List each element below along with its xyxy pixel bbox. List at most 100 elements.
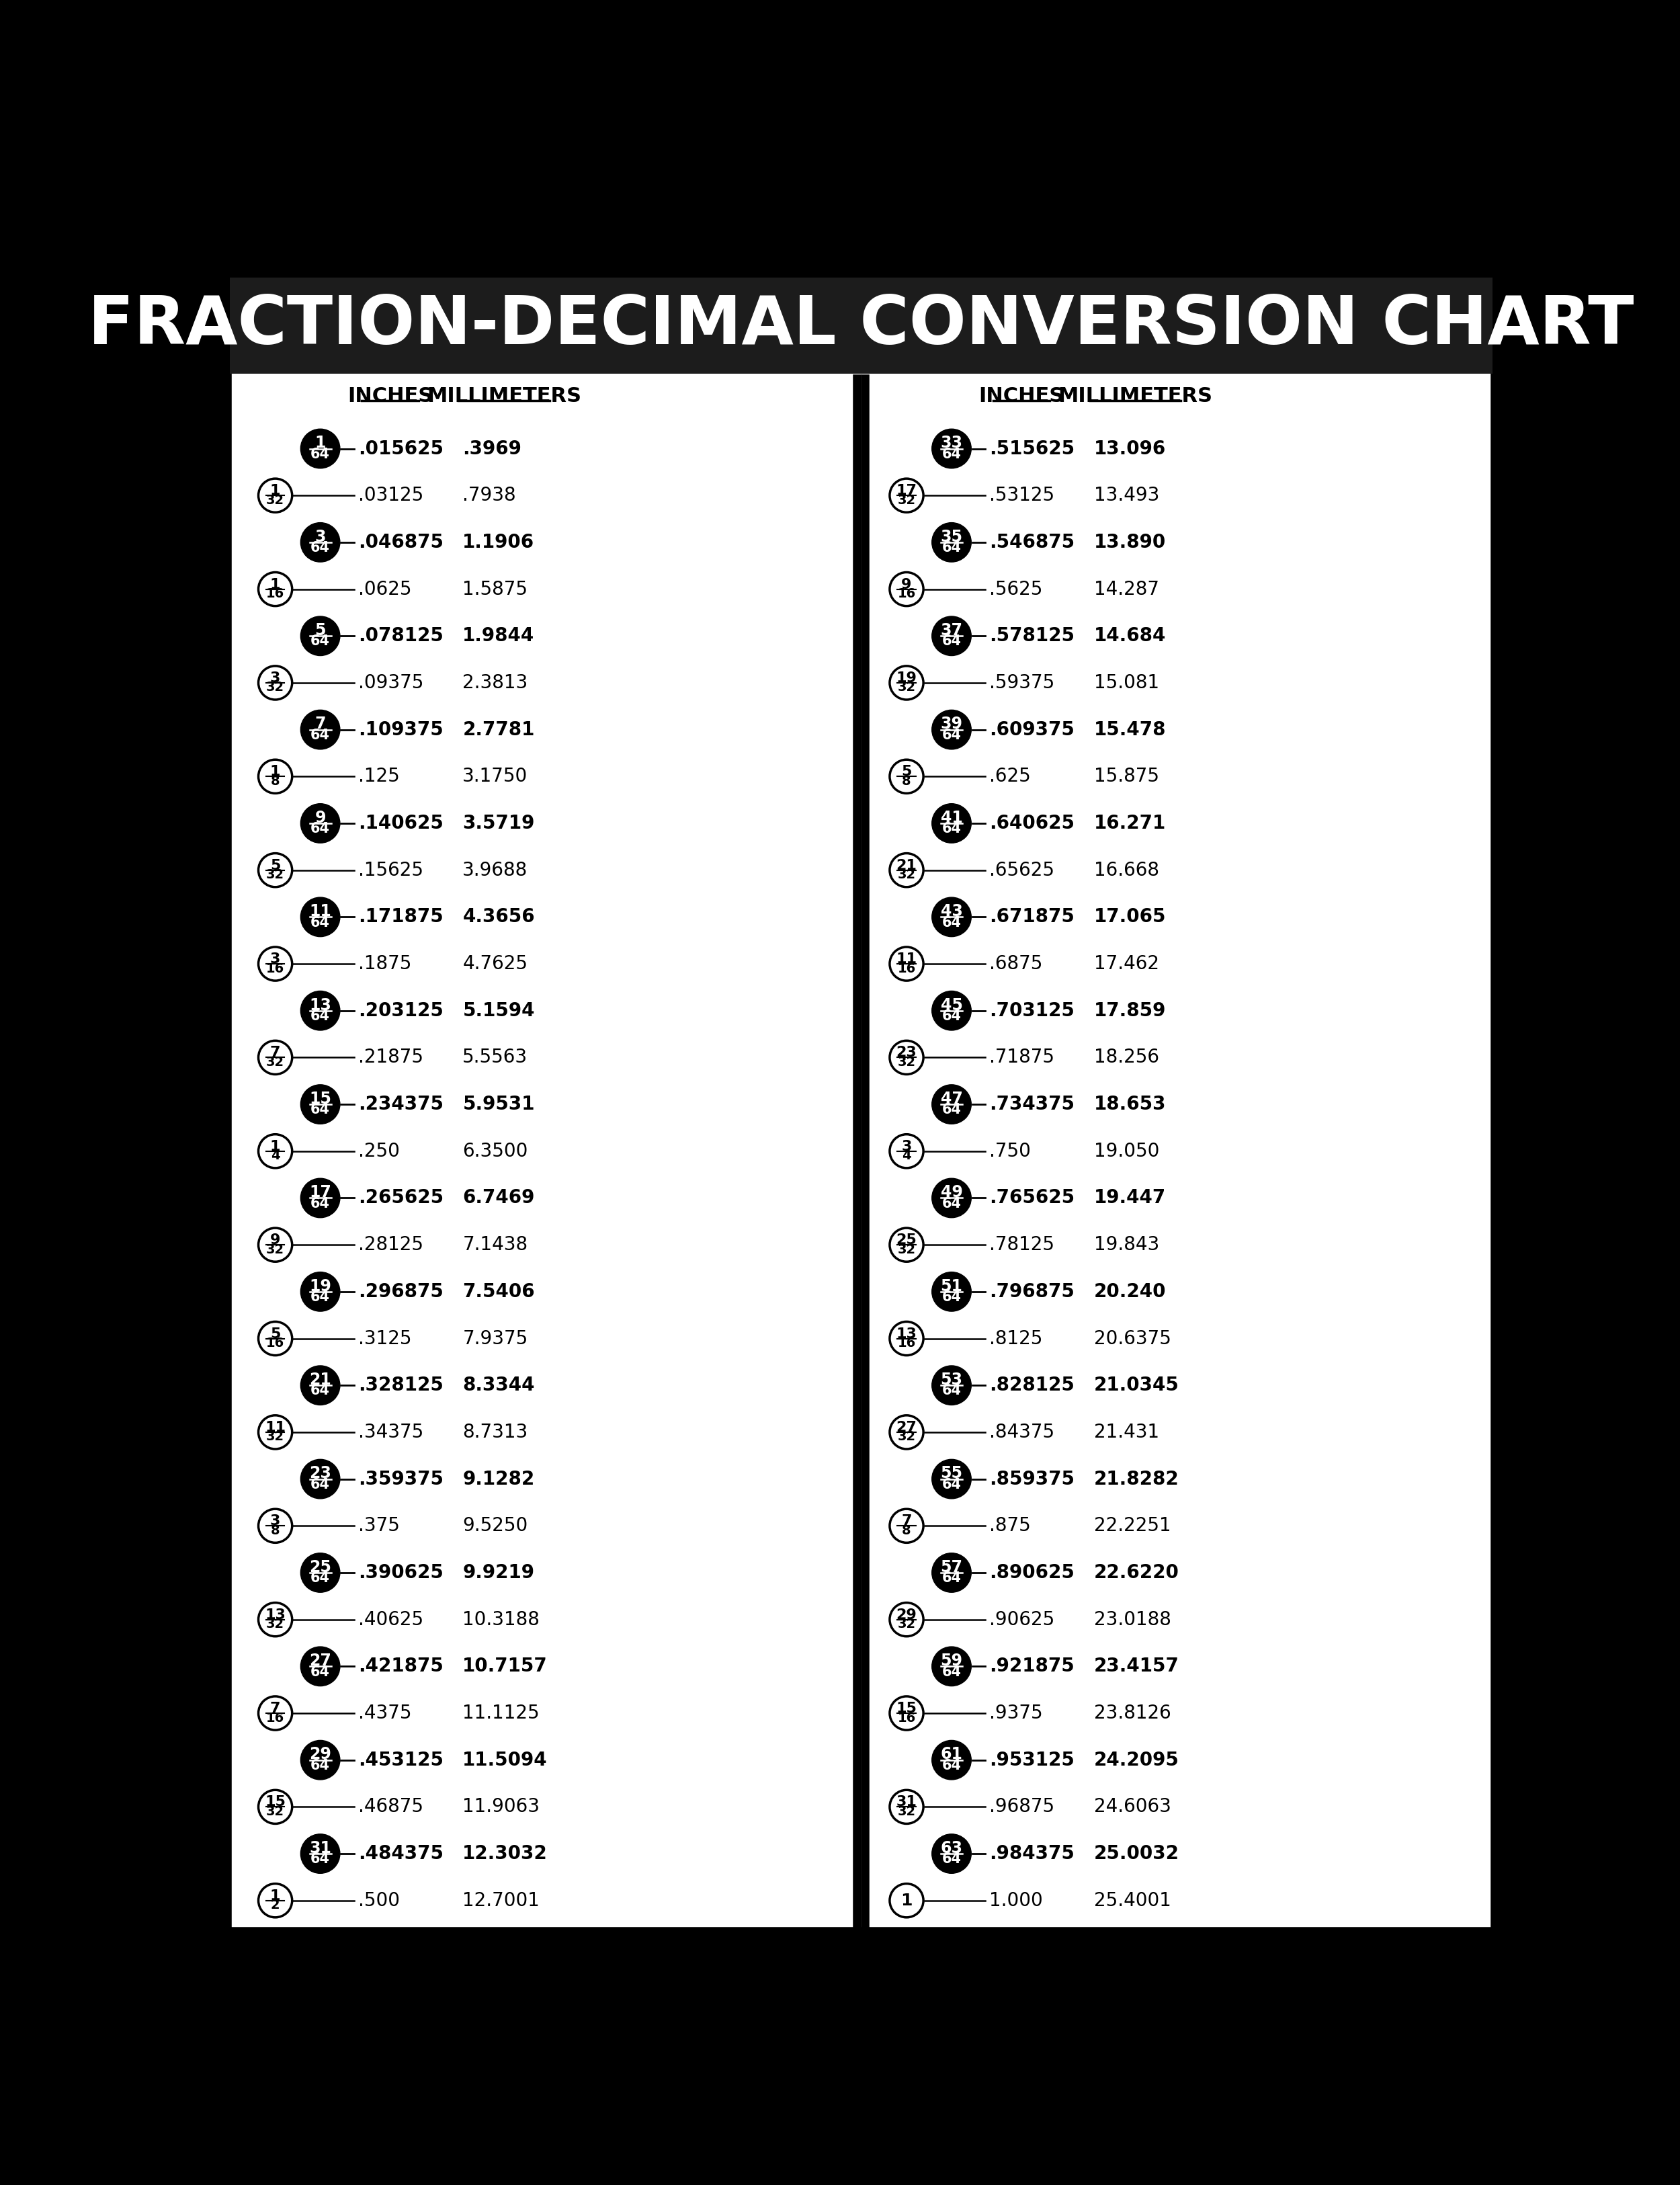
Text: .171875: .171875 (358, 907, 444, 926)
Circle shape (259, 479, 292, 511)
Text: 19: 19 (895, 671, 917, 684)
Circle shape (259, 1696, 292, 1731)
Circle shape (301, 710, 339, 749)
Text: .125: .125 (358, 767, 400, 787)
Circle shape (259, 666, 292, 699)
Text: 16: 16 (897, 961, 916, 975)
Text: 13: 13 (265, 1608, 286, 1621)
Circle shape (932, 428, 971, 468)
Text: 8: 8 (902, 1525, 911, 1536)
Text: 17.462: 17.462 (1094, 955, 1159, 972)
Circle shape (301, 1647, 339, 1687)
Text: 33: 33 (941, 435, 963, 450)
Text: 23: 23 (895, 1047, 917, 1060)
Text: 24.6063: 24.6063 (1094, 1798, 1171, 1816)
Circle shape (890, 1883, 924, 1918)
Text: 16.271: 16.271 (1094, 813, 1166, 832)
Text: 16: 16 (897, 588, 916, 601)
Text: 16.668: 16.668 (1094, 861, 1159, 881)
Text: 1: 1 (314, 435, 326, 450)
Text: 11.9063: 11.9063 (462, 1798, 539, 1816)
Text: INCHES: INCHES (979, 387, 1063, 406)
Circle shape (932, 1833, 971, 1873)
Text: 11.5094: 11.5094 (462, 1750, 548, 1770)
Text: 19.447: 19.447 (1094, 1189, 1166, 1208)
Text: .046875: .046875 (358, 533, 444, 553)
Circle shape (301, 428, 339, 468)
Text: .015625: .015625 (358, 439, 444, 459)
Text: .265625: .265625 (358, 1189, 444, 1208)
Text: 15.081: 15.081 (1094, 673, 1159, 693)
Text: 64: 64 (311, 916, 329, 929)
Text: 64: 64 (942, 728, 961, 743)
Text: 32: 32 (265, 1431, 284, 1444)
Circle shape (301, 1833, 339, 1873)
Text: 16: 16 (265, 1711, 284, 1724)
Text: 32: 32 (265, 682, 284, 695)
Text: 8: 8 (902, 776, 911, 787)
Text: .4375: .4375 (358, 1704, 412, 1722)
Circle shape (301, 992, 339, 1031)
Text: 8.3344: 8.3344 (462, 1377, 534, 1394)
Circle shape (890, 1696, 924, 1731)
Text: 59: 59 (941, 1652, 963, 1669)
Circle shape (259, 854, 292, 887)
Text: .96875: .96875 (990, 1798, 1055, 1816)
Circle shape (301, 1741, 339, 1781)
Text: 1.000: 1.000 (990, 1892, 1043, 1910)
Text: .453125: .453125 (358, 1750, 444, 1770)
Text: INCHES: INCHES (348, 387, 433, 406)
Circle shape (259, 760, 292, 793)
Text: 11.1125: 11.1125 (462, 1704, 539, 1722)
Text: 32: 32 (897, 1617, 916, 1630)
Text: 2.7781: 2.7781 (462, 721, 534, 739)
Text: 6.3500: 6.3500 (462, 1143, 528, 1160)
Text: 31: 31 (895, 1796, 917, 1809)
Text: 2: 2 (270, 1899, 281, 1912)
Text: 64: 64 (942, 916, 961, 929)
Text: 13.493: 13.493 (1094, 485, 1159, 505)
Text: .5625: .5625 (990, 579, 1043, 599)
Text: 6.7469: 6.7469 (462, 1189, 534, 1208)
Text: 8: 8 (270, 776, 281, 787)
Text: 64: 64 (311, 1103, 329, 1117)
Text: .328125: .328125 (358, 1377, 444, 1394)
Text: FRACTION-DECIMAL CONVERSION CHART: FRACTION-DECIMAL CONVERSION CHART (87, 293, 1635, 358)
Text: 3: 3 (902, 1141, 912, 1154)
Text: .203125: .203125 (358, 1001, 444, 1020)
Circle shape (890, 1510, 924, 1543)
Text: 32: 32 (265, 1243, 284, 1256)
Text: 32: 32 (897, 867, 916, 881)
Text: .609375: .609375 (990, 721, 1075, 739)
Text: .390625: .390625 (358, 1562, 444, 1582)
Text: 15: 15 (265, 1796, 286, 1809)
Text: 5: 5 (270, 859, 281, 872)
Text: .53125: .53125 (990, 485, 1055, 505)
Text: 27: 27 (309, 1652, 331, 1669)
Text: 13: 13 (309, 996, 331, 1014)
Text: 32: 32 (265, 494, 284, 507)
Text: 15.478: 15.478 (1094, 721, 1166, 739)
Text: .65625: .65625 (990, 861, 1055, 881)
Text: 55: 55 (941, 1466, 963, 1481)
Text: 64: 64 (311, 542, 329, 555)
Text: 5.1594: 5.1594 (462, 1001, 534, 1020)
Text: .46875: .46875 (358, 1798, 423, 1816)
Text: 64: 64 (311, 1291, 329, 1304)
Text: 31: 31 (309, 1840, 331, 1857)
Text: 32: 32 (897, 1055, 916, 1068)
Text: 5: 5 (314, 623, 326, 638)
Text: 14.684: 14.684 (1094, 627, 1166, 645)
Text: 3: 3 (314, 529, 326, 544)
Text: .8125: .8125 (990, 1328, 1043, 1348)
Text: 22.6220: 22.6220 (1094, 1562, 1179, 1582)
Text: 7: 7 (270, 1702, 281, 1715)
Text: 21.8282: 21.8282 (1094, 1471, 1179, 1488)
Circle shape (932, 1554, 971, 1593)
Text: 23.8126: 23.8126 (1094, 1704, 1171, 1722)
Text: .03125: .03125 (358, 485, 423, 505)
Text: .78125: .78125 (990, 1235, 1055, 1254)
Circle shape (932, 710, 971, 749)
Text: 3.9688: 3.9688 (462, 861, 528, 881)
Text: .671875: .671875 (990, 907, 1075, 926)
